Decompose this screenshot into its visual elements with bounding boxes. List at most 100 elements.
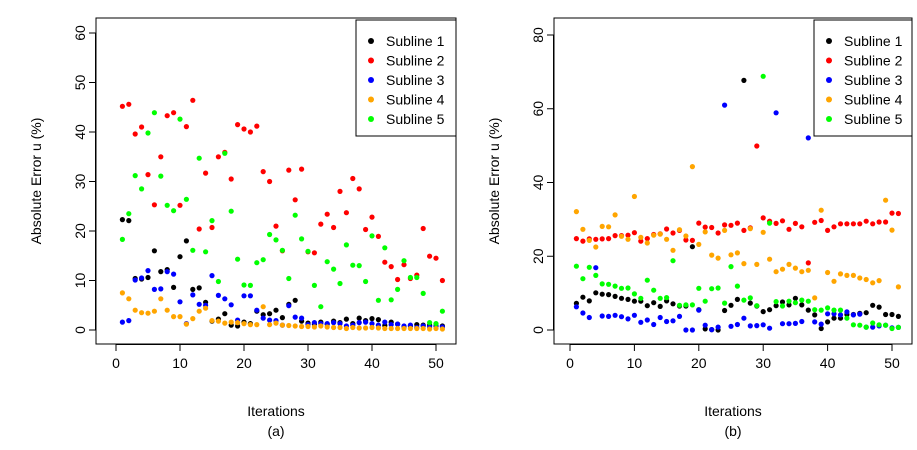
data-point	[689, 237, 696, 243]
data-point	[747, 323, 753, 329]
data-point	[664, 236, 670, 242]
data-point	[350, 262, 356, 268]
legend-label: Subline 4	[844, 92, 903, 108]
data-point	[119, 319, 125, 325]
data-point	[696, 285, 702, 291]
y-axis: 0 10 20 30 40 50 60 Absolute Error u (%)	[28, 25, 96, 334]
data-point	[625, 296, 631, 302]
data-point	[709, 252, 715, 258]
data-point	[414, 274, 420, 281]
data-point	[618, 285, 625, 291]
data-point	[299, 166, 305, 172]
data-point	[119, 103, 125, 109]
data-point	[779, 321, 786, 327]
data-point	[870, 221, 876, 227]
data-point	[767, 307, 773, 313]
data-point	[760, 73, 766, 79]
data-point	[247, 282, 253, 288]
data-point	[593, 236, 599, 242]
data-point	[722, 222, 728, 228]
data-point	[857, 311, 863, 317]
data-point	[631, 230, 638, 236]
data-point	[812, 219, 818, 225]
data-point	[324, 259, 330, 265]
data-point	[343, 325, 349, 332]
data-point	[267, 317, 273, 323]
data-point	[171, 314, 177, 320]
data-point	[709, 286, 715, 292]
data-point	[670, 230, 676, 236]
data-point	[433, 255, 439, 261]
data-point	[190, 316, 196, 322]
data-point	[844, 221, 850, 227]
data-point	[799, 269, 805, 275]
data-point	[158, 296, 164, 302]
y-axis-label: Absolute Error u (%)	[486, 118, 502, 245]
data-point	[786, 298, 792, 304]
data-point	[228, 319, 234, 325]
data-point	[734, 220, 741, 226]
data-point	[683, 327, 689, 333]
data-point	[606, 236, 612, 242]
data-point	[401, 258, 407, 264]
data-point	[292, 314, 298, 320]
data-point	[586, 298, 592, 304]
y-tick-label: 10	[72, 273, 88, 289]
x-tick-label: 30	[300, 355, 316, 371]
data-point	[618, 314, 625, 320]
data-point	[356, 186, 362, 192]
data-point	[331, 320, 337, 326]
y-tick-label: 60	[72, 25, 88, 41]
data-point	[850, 322, 857, 328]
data-point	[715, 324, 721, 330]
x-tick-label: 20	[691, 355, 707, 371]
data-point	[363, 325, 369, 331]
data-point	[414, 325, 420, 332]
data-point	[209, 218, 215, 224]
data-point	[883, 219, 889, 225]
data-point	[593, 272, 599, 278]
data-point	[876, 304, 882, 310]
x-tick-label: 10	[172, 355, 188, 371]
data-point	[767, 256, 773, 262]
data-point	[126, 101, 132, 107]
data-point	[254, 123, 260, 129]
data-point	[388, 264, 394, 270]
data-point	[883, 197, 889, 203]
data-point	[209, 224, 215, 231]
data-point	[196, 301, 202, 307]
legend-label: Subline 3	[844, 72, 903, 88]
data-point	[241, 293, 247, 299]
data-point	[657, 314, 663, 321]
data-point	[337, 280, 343, 287]
data-point	[331, 324, 337, 331]
data-point	[401, 262, 407, 268]
y-axis-label: Absolute Error u (%)	[28, 118, 44, 245]
data-point	[395, 276, 401, 283]
data-point	[837, 221, 844, 227]
data-point	[734, 296, 741, 302]
y-tick-label: 40	[72, 124, 88, 140]
x-tick-label: 30	[755, 355, 771, 371]
data-point	[664, 226, 670, 232]
data-point	[420, 225, 426, 232]
data-point	[870, 280, 876, 286]
data-point	[644, 303, 650, 309]
data-point	[171, 271, 177, 277]
data-point	[689, 327, 696, 333]
data-point	[350, 324, 356, 331]
data-point	[177, 116, 183, 122]
data-point	[773, 220, 779, 226]
data-point	[580, 294, 586, 300]
data-point	[151, 248, 157, 254]
legend: Subline 1 Subline 2 Subline 3 Subline 4 Subl…	[355, 19, 457, 137]
legend-label: Subline 2	[844, 53, 903, 69]
data-point	[433, 321, 439, 327]
data-point	[857, 322, 863, 328]
y-tick-label: 60	[530, 101, 546, 117]
data-point	[183, 238, 189, 244]
data-point	[292, 197, 298, 203]
legend-marker	[826, 38, 832, 44]
data-point	[612, 212, 618, 218]
data-point	[792, 220, 799, 226]
